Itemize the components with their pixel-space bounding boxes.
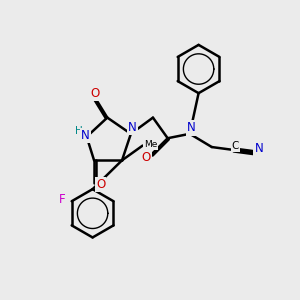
Text: F: F xyxy=(59,193,66,206)
Text: N: N xyxy=(128,121,137,134)
Text: O: O xyxy=(142,151,151,164)
Text: O: O xyxy=(96,178,105,191)
Text: N: N xyxy=(255,142,263,155)
Text: O: O xyxy=(90,87,99,100)
Text: Me: Me xyxy=(144,140,158,148)
Text: N: N xyxy=(187,122,196,134)
Text: C: C xyxy=(232,141,239,151)
Text: N: N xyxy=(81,129,90,142)
Text: H: H xyxy=(75,126,82,136)
